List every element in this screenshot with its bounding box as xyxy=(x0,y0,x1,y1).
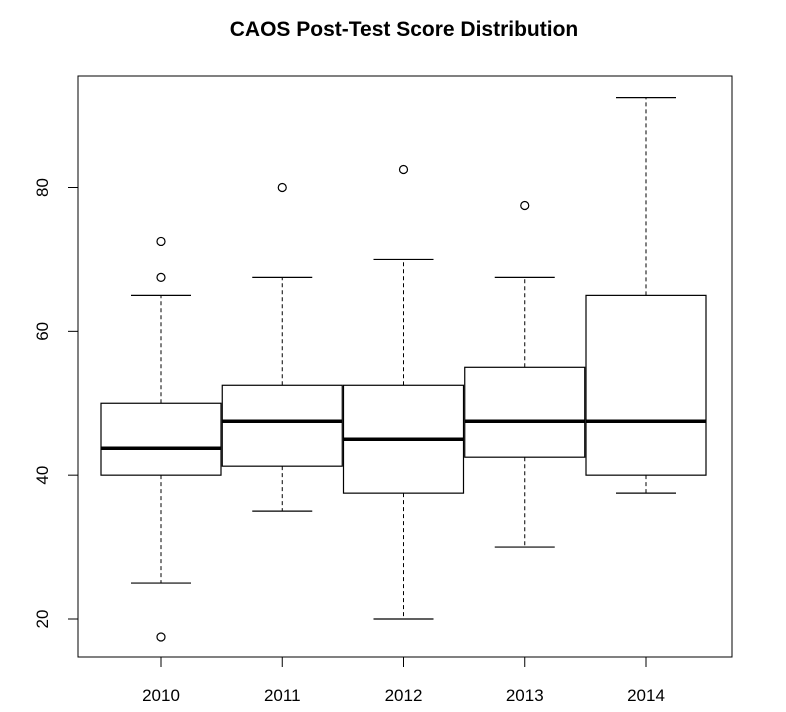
iqr-box xyxy=(464,366,586,458)
y-tick-label: 20 xyxy=(33,610,52,629)
chart-title: CAOS Post-Test Score Distribution xyxy=(230,18,578,41)
outlier-point xyxy=(156,272,166,282)
iqr-box xyxy=(100,402,222,476)
boxes-layer xyxy=(100,97,707,642)
y-tick-label: 80 xyxy=(33,178,52,197)
x-axis: 2010 2011 2012 2013 2014 xyxy=(142,656,665,705)
box-group-2012 xyxy=(342,164,465,620)
x-tick-label: 2013 xyxy=(506,686,544,705)
box-group-2014 xyxy=(585,97,707,494)
outlier-point xyxy=(520,200,530,211)
outlier-point xyxy=(156,632,166,642)
box-group-2011 xyxy=(221,182,343,512)
outlier-point xyxy=(156,236,166,247)
x-tick-label: 2010 xyxy=(142,686,180,705)
y-tick-label: 40 xyxy=(33,466,52,485)
x-tick-label: 2011 xyxy=(264,686,301,705)
outlier-point xyxy=(277,182,287,193)
y-tick-label: 60 xyxy=(33,322,52,341)
y-axis: 20 40 60 80 xyxy=(33,178,79,629)
box-group-2010 xyxy=(100,236,222,642)
iqr-box xyxy=(585,294,707,476)
x-tick-label: 2012 xyxy=(385,686,423,705)
box-group-2013 xyxy=(464,200,586,548)
iqr-box xyxy=(221,384,343,467)
x-tick-label: 2014 xyxy=(627,686,665,705)
outlier-point xyxy=(398,164,409,175)
